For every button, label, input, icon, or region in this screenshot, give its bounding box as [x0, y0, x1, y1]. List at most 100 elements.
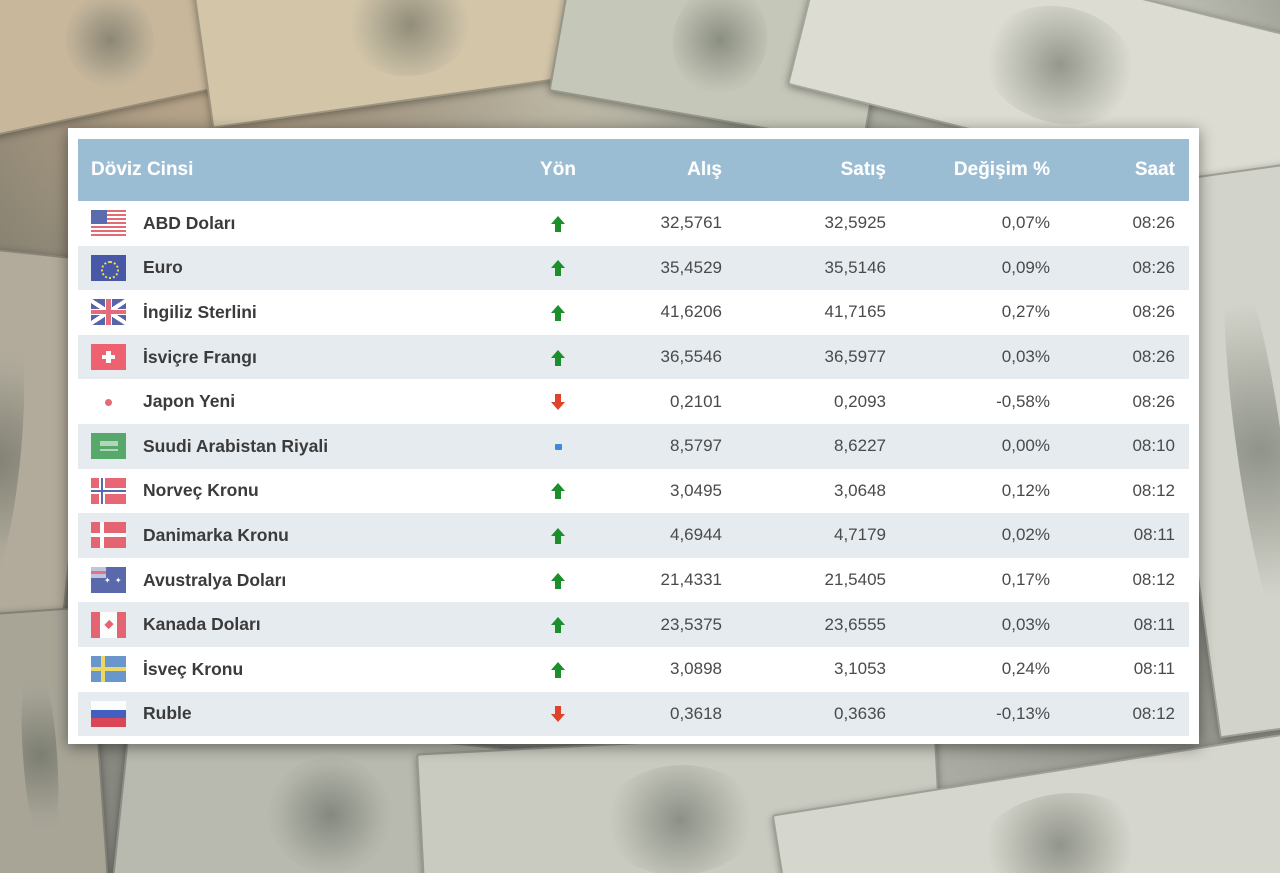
arrow-up-icon — [551, 617, 565, 634]
header-time[interactable]: Saat — [1134, 159, 1175, 180]
update-time: 08:10 — [1132, 436, 1175, 456]
sell-rate: 21,5405 — [824, 570, 886, 590]
change-percent: 0,24% — [1001, 659, 1050, 679]
table-row[interactable]: Ruble 0,3618 0,3636 -0,13% 08:12 — [78, 691, 1189, 737]
change-percent: 0,12% — [1001, 480, 1050, 500]
update-time: 08:12 — [1132, 570, 1175, 590]
arrow-up-icon — [551, 215, 565, 232]
update-time: 08:26 — [1132, 302, 1175, 322]
update-time: 08:11 — [1133, 525, 1175, 545]
table-row[interactable]: Euro 35,4529 35,5146 0,09% 08:26 — [78, 245, 1189, 291]
currency-name[interactable]: Kanada Doları — [143, 614, 261, 635]
header-sell[interactable]: Satış — [840, 159, 886, 180]
exchange-rate-panel: Döviz Cinsi Yön Alış Satış Değişim % Saa… — [68, 128, 1199, 744]
change-percent: -0,58% — [996, 391, 1050, 411]
sell-rate: 36,5977 — [824, 347, 886, 367]
arrow-up-icon — [551, 572, 565, 589]
currency-name[interactable]: İngiliz Sterlini — [143, 301, 257, 322]
buy-rate: 41,6206 — [660, 302, 722, 322]
header-buy[interactable]: Alış — [687, 159, 722, 180]
buy-rate: 32,5761 — [660, 213, 722, 233]
currency-name[interactable]: İsviçre Frangı — [143, 346, 257, 367]
table-header-row: Döviz Cinsi Yön Alış Satış Değişim % Saa… — [78, 139, 1189, 201]
arrow-up-icon — [551, 305, 565, 321]
update-time: 08:26 — [1132, 391, 1175, 411]
no-change-icon — [551, 439, 565, 455]
au-flag-icon — [91, 567, 126, 594]
change-percent: 0,00% — [1001, 436, 1050, 456]
us-flag-icon — [91, 210, 126, 237]
header-direction[interactable]: Yön — [540, 159, 576, 180]
currency-name[interactable]: Avustralya Doları — [143, 569, 287, 590]
change-percent: -0,13% — [996, 703, 1050, 723]
currency-name[interactable]: ABD Doları — [143, 212, 236, 233]
sell-rate: 8,6227 — [834, 436, 886, 456]
table-row[interactable]: Danimarka Kronu 4,6944 4,7179 0,02% 08:1… — [78, 513, 1189, 558]
sell-rate: 32,5925 — [824, 213, 886, 233]
change-percent: 0,17% — [1001, 570, 1050, 590]
table-row[interactable]: İsviçre Frangı 36,5546 36,5977 0,03% 08:… — [78, 334, 1189, 380]
update-time: 08:26 — [1132, 213, 1175, 233]
jp-flag-icon — [91, 389, 126, 415]
arrow-up-icon — [551, 661, 565, 678]
update-time: 08:26 — [1132, 257, 1175, 277]
update-time: 08:26 — [1132, 347, 1175, 367]
table-row[interactable]: ABD Doları 32,5761 32,5925 0,07% 08:26 — [78, 201, 1189, 246]
sell-rate: 41,7165 — [824, 302, 886, 322]
update-time: 08:11 — [1133, 614, 1175, 634]
table-row[interactable]: Japon Yeni 0,2101 0,2093 -0,58% 08:26 — [78, 379, 1189, 424]
arrow-up-icon — [551, 260, 565, 277]
table-row[interactable]: Norveç Kronu 3,0495 3,0648 0,12% 08:12 — [78, 468, 1189, 514]
sell-rate: 0,3636 — [834, 703, 886, 723]
change-percent: 0,02% — [1001, 525, 1050, 545]
change-percent: 0,07% — [1001, 213, 1050, 233]
buy-rate: 0,3618 — [670, 703, 722, 723]
se-flag-icon — [91, 656, 126, 683]
currency-name[interactable]: Ruble — [143, 703, 192, 724]
ru-flag-icon — [91, 700, 126, 727]
buy-rate: 35,4529 — [660, 257, 722, 277]
buy-rate: 0,2101 — [670, 391, 722, 411]
arrow-up-icon — [551, 349, 565, 366]
gb-flag-icon — [91, 299, 126, 326]
buy-rate: 3,0898 — [670, 659, 722, 679]
table-row[interactable]: Kanada Doları 23,5375 23,6555 0,03% 08:1… — [78, 602, 1189, 647]
sell-rate: 35,5146 — [824, 257, 886, 277]
currency-name[interactable]: İsveç Kronu — [143, 658, 244, 679]
buy-rate: 4,6944 — [670, 525, 722, 545]
header-change[interactable]: Değişim % — [953, 159, 1050, 180]
no-flag-icon — [91, 477, 126, 504]
dk-flag-icon — [91, 522, 126, 549]
table-row[interactable]: İngiliz Sterlini 41,6206 41,7165 0,27% 0… — [78, 290, 1189, 335]
eu-flag-icon — [91, 254, 126, 281]
table-row[interactable]: Suudi Arabistan Riyali 8,5797 8,6227 0,0… — [78, 423, 1189, 469]
ch-flag-icon — [91, 344, 126, 371]
sell-rate: 3,1053 — [834, 659, 886, 679]
sell-rate: 4,7179 — [834, 525, 886, 545]
currency-name[interactable]: Euro — [143, 257, 183, 278]
buy-rate: 21,4331 — [660, 570, 722, 590]
arrow-down-icon — [551, 394, 565, 411]
update-time: 08:12 — [1132, 480, 1175, 500]
update-time: 08:12 — [1132, 703, 1175, 723]
currency-name[interactable]: Norveç Kronu — [143, 480, 259, 501]
currency-name[interactable]: Danimarka Kronu — [143, 524, 289, 545]
change-percent: 0,09% — [1001, 257, 1050, 277]
sell-rate: 23,6555 — [824, 614, 886, 634]
currency-name[interactable]: Suudi Arabistan Riyali — [143, 435, 329, 456]
ca-flag-icon — [91, 611, 126, 638]
header-currency[interactable]: Döviz Cinsi — [91, 159, 194, 180]
table-row[interactable]: İsveç Kronu 3,0898 3,1053 0,24% 08:11 — [78, 646, 1189, 692]
sa-flag-icon — [91, 433, 126, 460]
currency-name[interactable]: Japon Yeni — [143, 391, 236, 412]
buy-rate: 36,5546 — [660, 347, 722, 367]
arrow-up-icon — [551, 527, 565, 544]
arrow-up-icon — [551, 483, 565, 500]
table-row[interactable]: Avustralya Doları 21,4331 21,5405 0,17% … — [78, 557, 1189, 603]
update-time: 08:11 — [1133, 659, 1175, 679]
sell-rate: 0,2093 — [834, 391, 886, 411]
arrow-down-icon — [551, 706, 565, 723]
buy-rate: 8,5797 — [670, 436, 722, 456]
exchange-rate-table: Döviz Cinsi Yön Alış Satış Değişim % Saa… — [78, 139, 1189, 737]
sell-rate: 3,0648 — [834, 480, 886, 500]
